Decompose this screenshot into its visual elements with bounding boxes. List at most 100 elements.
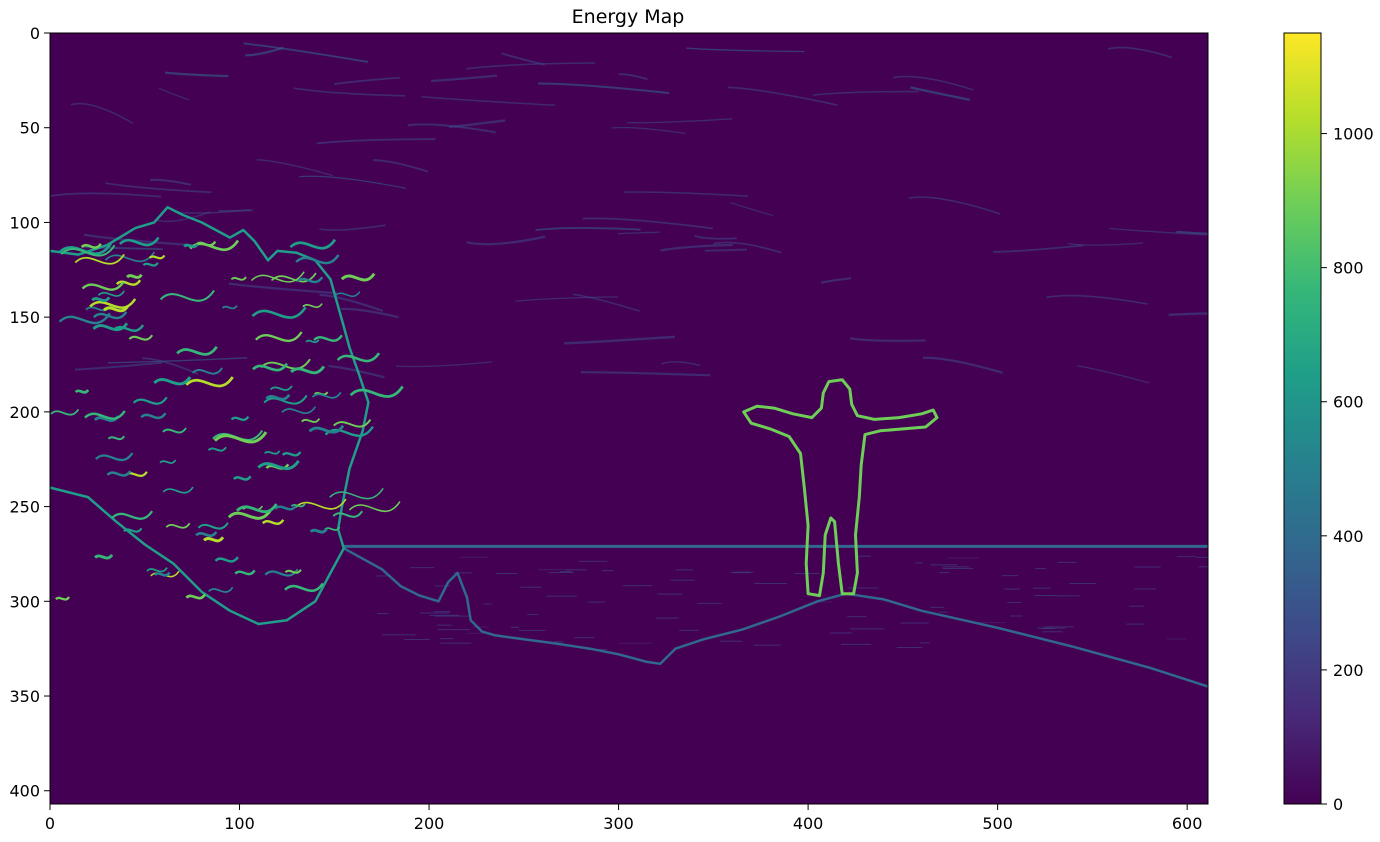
tree-leaf-edge [94,553,114,560]
cloud-texture [256,159,333,177]
colorbar-tick-label: 0 [1333,795,1343,814]
cloud-texture [228,282,337,295]
y-tick-label: 200 [9,403,40,422]
tree-leaf-edge [195,531,218,538]
cloud-texture [74,361,163,371]
tree-leaf-edge [305,339,320,344]
cloud-texture [572,293,640,312]
tree-leaf-edge [60,244,116,257]
cloud-texture [50,192,162,198]
cloud-texture [1076,365,1150,384]
tree-leaf-edge [112,324,145,332]
tree-leaf-edge [140,412,167,420]
tree-leaf-edge [254,331,303,343]
tree-leaf-edge [132,396,168,405]
x-tick-label: 0 [45,814,55,833]
cloud-texture [154,211,211,223]
cloud-texture [243,42,369,63]
x-tick-label: 200 [414,814,445,833]
y-tick-label: 400 [9,782,40,801]
cloud-texture [293,87,405,97]
tree-leaf-edge [213,431,268,444]
person-edge [742,378,939,598]
tree-leaf-edge [58,312,111,325]
cloud-texture [340,307,399,319]
y-tick-label: 350 [9,687,40,706]
x-tick-label: 600 [1172,814,1203,833]
tree-leaf-edge [230,415,250,421]
tree-leaf-edge [290,365,326,375]
tree-leaf-edge [185,593,206,600]
tree-leaf-edge [232,475,252,481]
tree-leaf-edge [159,459,177,464]
tree-leaf-edge [142,261,159,267]
cloud-texture [820,277,852,284]
tree-leaf-edge [332,510,364,518]
tree-leaf-edge [313,334,343,342]
cloud-texture [1107,46,1173,59]
tree-leaf-edge [153,376,192,386]
cloud-texture [466,235,546,246]
tree-leaf-edge [146,567,168,573]
cloud-texture [812,90,919,96]
tree-leaf-edge [274,504,298,511]
tree-leaf-edge [294,498,347,510]
cloud-texture [624,191,749,197]
tree-leaf-edge [284,569,302,574]
cloud-texture [892,75,974,91]
tree-leaf-edge [230,276,247,281]
cloud-texture [910,86,970,101]
tree-leaf-edge [125,273,143,279]
tree-leaf-edge [153,571,171,577]
chart-title: Energy Map [572,6,685,28]
cloud-texture [611,126,686,135]
cloud-texture [501,52,545,66]
heatmap-plot-area [49,32,1209,805]
tree-leaf-edge [309,528,328,534]
tree-leaf-edge [302,302,323,308]
tree-leaf-edge [106,470,132,477]
cloud-texture [564,335,676,345]
tree-leaf-edge [197,522,229,530]
tree-leaf-edge [250,271,305,283]
tree-leaf-edge [281,451,302,457]
tree-leaf-edge [324,526,341,531]
tree-leaf-edge [261,518,285,525]
cloud-texture [686,47,805,53]
tree-leaf-edge [308,424,345,434]
colorbar: 0 200 400 600 800 1000 [1283,32,1374,814]
tree-leaf-edge [329,487,384,500]
y-tick-label: 250 [9,498,40,517]
tree-leaf-edge [214,556,239,563]
tree-leaf-edge [148,254,166,260]
tree-leaf-edge [334,291,361,298]
tree-leaf-edge [80,243,102,249]
cloud-texture [158,87,189,101]
y-tick-label: 150 [9,308,40,327]
cloud-texture [299,175,406,189]
y-axis: 0 50 100 150 200 250 300 350 400 [9,24,50,801]
colorbar-tick-label: 800 [1333,259,1364,278]
tree-leaf-edge [251,306,307,319]
tree-leaf-edge [165,522,191,529]
tree-leaf-edge [162,427,187,434]
tree-leaf-edge [289,238,337,250]
tree-leaf-edge [123,527,143,533]
plot-frame [49,32,1209,805]
tree-leaf-edge [81,280,125,291]
y-tick-label: 0 [30,24,40,43]
cloud-texture [105,182,212,194]
tree-leaf-edge [348,501,401,513]
cloud-texture [538,82,670,95]
tree-leaf-edge [195,240,217,247]
cloud-texture [535,227,641,231]
cloud-texture [1046,294,1148,305]
tree-leaf-edge [235,503,278,514]
cloud-texture [661,361,701,367]
tree-leaf-edge [97,290,125,297]
cloud-texture [149,178,192,186]
tree-leaf-edge [107,435,126,441]
cloud-texture [849,337,926,342]
cloud-texture [165,71,229,78]
